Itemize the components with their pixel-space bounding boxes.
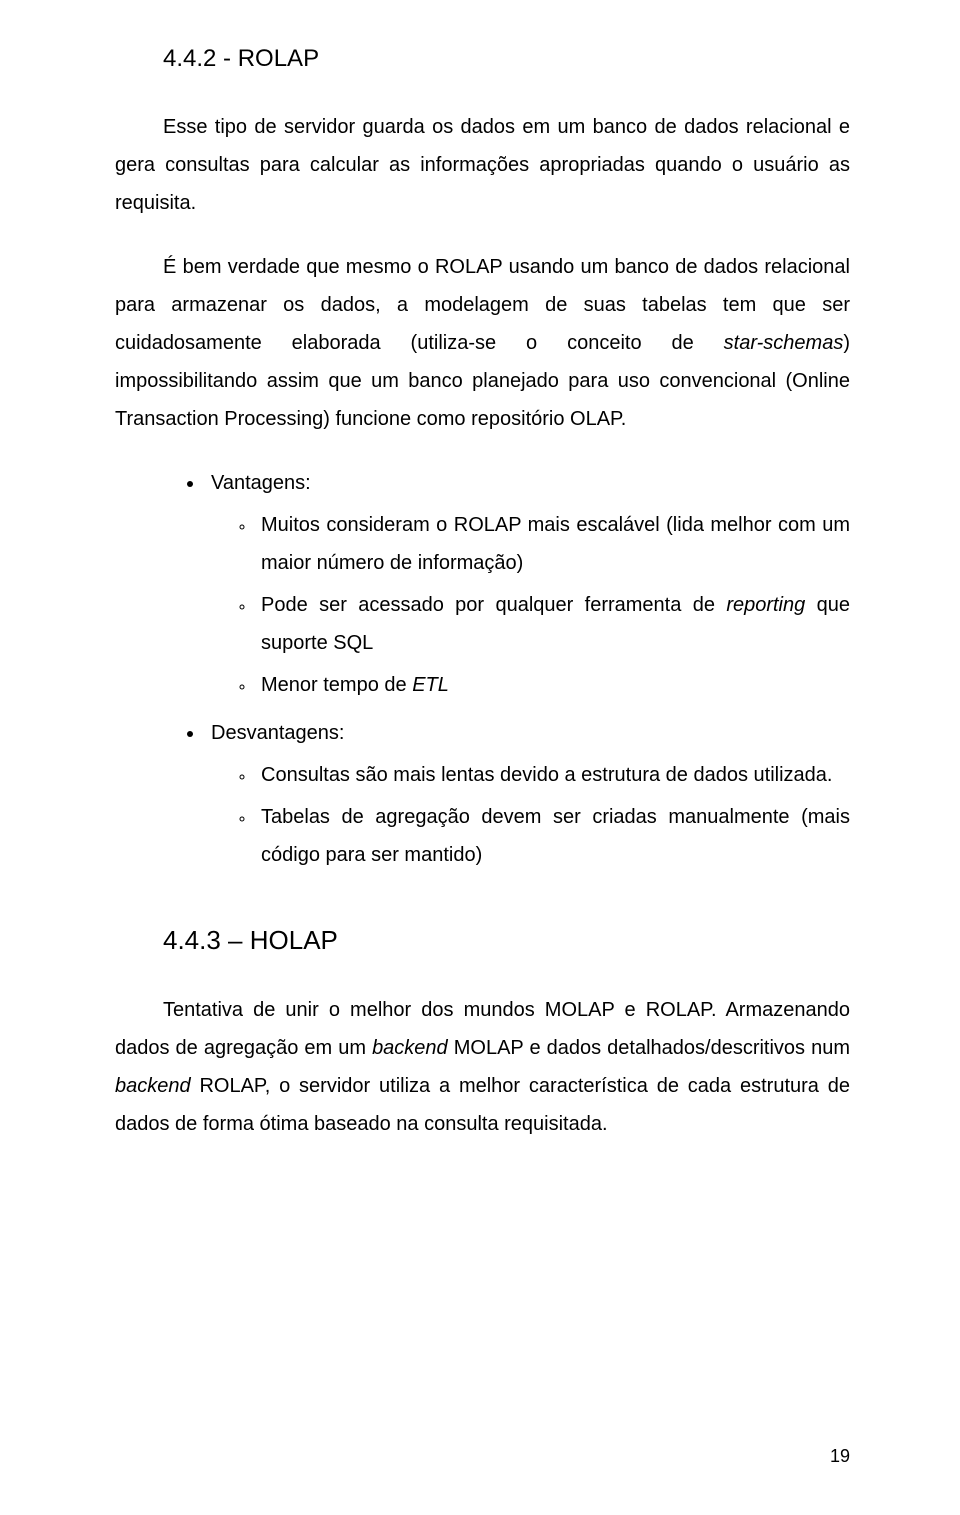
list-item-vantagens: Vantagens: Muitos consideram o ROLAP mai… <box>205 464 850 704</box>
list-inner-desvantagens: Consultas são mais lentas devido a estru… <box>211 756 850 874</box>
text-italic-backend-2: backend <box>115 1075 191 1097</box>
list-item: Consultas são mais lentas devido a estru… <box>255 756 850 794</box>
text-italic-reporting: reporting <box>726 594 805 616</box>
document-page: 4.4.2 - ROLAP Esse tipo de servidor guar… <box>0 0 960 1515</box>
list-item: Pode ser acessado por qualquer ferrament… <box>255 586 850 662</box>
text-italic-star-schemas: star-schemas <box>724 332 844 354</box>
section-heading-holap: 4.4.3 – HOLAP <box>115 916 850 965</box>
paragraph-rolap-intro: Esse tipo de servidor guarda os dados em… <box>115 108 850 222</box>
text-italic-etl: ETL <box>412 674 449 696</box>
list-item: Muitos consideram o ROLAP mais escalável… <box>255 506 850 582</box>
text-run: Menor tempo de <box>261 674 412 696</box>
list-label: Desvantagens: <box>211 722 344 744</box>
text-italic-backend-1: backend <box>372 1037 448 1059</box>
text-run: ROLAP, o servidor utiliza a melhor carac… <box>115 1075 850 1135</box>
list-item: Menor tempo de ETL <box>255 666 850 704</box>
list-item: Tabelas de agregação devem ser criadas m… <box>255 798 850 874</box>
text-run: Pode ser acessado por qualquer ferrament… <box>261 594 726 616</box>
paragraph-rolap-detail: É bem verdade que mesmo o ROLAP usando u… <box>115 248 850 438</box>
text-run: MOLAP e dados detalhados/descritivos num <box>448 1037 850 1059</box>
paragraph-holap: Tentativa de unir o melhor dos mundos MO… <box>115 991 850 1143</box>
list-outer: Vantagens: Muitos consideram o ROLAP mai… <box>115 464 850 874</box>
list-inner-vantagens: Muitos consideram o ROLAP mais escalável… <box>211 506 850 704</box>
page-number: 19 <box>830 1439 850 1473</box>
list-label: Vantagens: <box>211 472 311 494</box>
list-item-desvantagens: Desvantagens: Consultas são mais lentas … <box>205 714 850 874</box>
section-heading-rolap: 4.4.2 - ROLAP <box>115 36 850 82</box>
